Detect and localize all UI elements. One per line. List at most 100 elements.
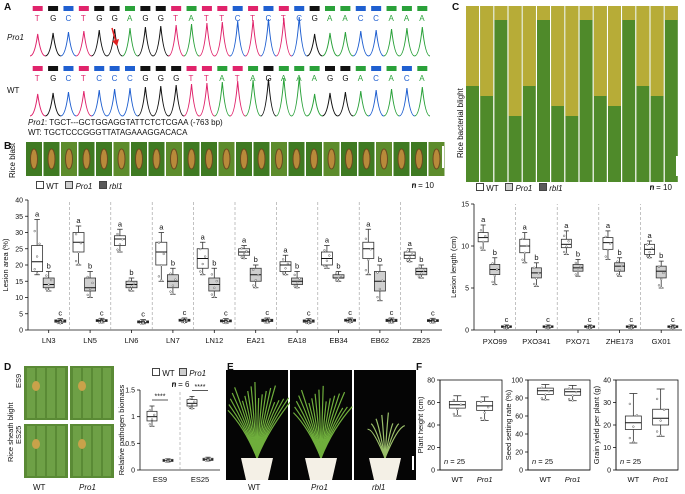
chart-b-LN5-rbl1-letter: c: [100, 308, 104, 317]
pro1-peak-17: [291, 16, 308, 57]
chart-c-ylabel: Lesion length (cm): [449, 236, 458, 298]
wt-base-23: A: [389, 74, 395, 83]
chart-c-PXO71-rbl1-point-0: [586, 326, 589, 330]
chart-c-ytick-label-3: 15: [461, 202, 469, 209]
chart-c-GX01-Pro1-point-2: [662, 271, 665, 275]
n-b: nn = 10: [411, 181, 434, 190]
chart-b-EA21-rbl1-point-2: [268, 318, 271, 322]
chart-b-LN6-Pro1-letter: b: [129, 268, 133, 277]
chart-b-EA21-WT-point-4: [242, 257, 246, 260]
blast-lesion-21: [397, 148, 406, 170]
chart-b-LN6-WT-point-3: [116, 232, 119, 236]
pro1-base-23: A: [389, 14, 395, 23]
wt-color-block-9: [171, 66, 182, 71]
wt-peak-0: [29, 93, 46, 117]
bb-scale-bar: [676, 156, 678, 176]
wt-color-block-8: [155, 66, 166, 71]
legend-b-wt: WT: [46, 182, 59, 191]
sheath-leaf-0-1-2: [93, 368, 101, 418]
plant-photos: [226, 370, 416, 480]
chart-f3-xtick-1: Pro1: [653, 475, 669, 484]
legend-d-pro1-swatch: [178, 368, 187, 376]
chart-b-xtick-4: LN12: [205, 336, 223, 345]
chart-b-LN6-rbl1-point-2: [144, 320, 147, 323]
chart-c-PXO341-Pro1-letter: b: [534, 253, 538, 262]
chart-b-LN12-WT-point-1: [201, 262, 204, 266]
chart-d-ES25-WT-point-3: [188, 397, 191, 401]
chart-b-EA21-rbl1-point-4: [266, 321, 269, 324]
chart-f2-ytick-label-2: 40: [515, 432, 523, 439]
chart-c-PXO341-rbl1-point-3: [544, 324, 547, 327]
chart-c-PXO341-Pro1-point-4: [535, 284, 538, 287]
legend-d-pro1: Pro1: [189, 369, 207, 378]
chart-b-LN3-WT-point-3: [33, 229, 36, 233]
chart-b-EA18-WT-point-1: [284, 267, 287, 270]
chart-c-xtick-2: PXO71: [566, 337, 590, 346]
pro1-color-block-9: [171, 6, 182, 11]
chart-d-ES25-WT-point-0: [188, 406, 191, 409]
chart-b-EA18-rbl1-point-0: [305, 321, 308, 325]
blast-lesion-4: [100, 148, 108, 170]
pro1-color-block-12: [217, 6, 228, 11]
chart-b-EB34-rbl1-letter: c: [348, 308, 352, 317]
chart-d-ytick-label-3: 1.5: [125, 388, 135, 395]
chart-b-LN12-rbl1-point-4: [224, 321, 228, 325]
chart-f3-xtick-0: WT: [628, 475, 640, 484]
chart-c-ZHE173-Pro1-point-3: [616, 260, 619, 263]
chart-b-EB62-rbl1-point-4: [390, 321, 393, 324]
pro1-peak-25: [414, 26, 430, 57]
pro1-color-block-7: [140, 6, 151, 11]
chart-c-PXO71-rbl1-point-3: [586, 324, 589, 327]
wt-color-block-15: [263, 66, 274, 71]
chart-b-EB62-WT-point-2: [369, 248, 372, 251]
sheath-leaf-1-0-3: [57, 426, 65, 476]
pro1-base-0: T: [35, 14, 40, 23]
wt-peak-12: [214, 81, 231, 117]
wt-base-13: T: [235, 74, 240, 83]
mutation-arrow-head: [112, 39, 119, 46]
chart-c-PXO71-Pro1-letter: b: [576, 249, 580, 258]
chart-b-EB34-Pro1-point-2: [339, 274, 343, 277]
chart-d-sig-0: ****: [155, 394, 166, 401]
pro1-peak-9: [168, 24, 185, 57]
pro1-peak-2: [60, 31, 77, 57]
wt-color-block-25: [417, 66, 428, 71]
plant-label-pro1: Pro1: [311, 483, 328, 492]
chart-b-LN5-WT-point-2: [79, 242, 83, 245]
chart-b-LN7-WT-point-1: [160, 264, 163, 267]
wt-peak-22: [368, 89, 385, 117]
chart-f2-Pro1-point-1: [571, 394, 574, 397]
chart-b-LN3-rbl1-point-3: [56, 318, 60, 321]
chart-c-GX01-Pro1-letter: b: [659, 251, 663, 260]
chart-b-EA21-Pro1-point-1: [254, 279, 257, 282]
wt-peak-24: [399, 87, 415, 117]
chart-b-LN12-rbl1-point-0: [222, 321, 225, 324]
sheath-leaf-0-0-0: [27, 368, 35, 418]
pro1-color-block-22: [371, 6, 382, 11]
bb-leaf-5: [537, 6, 550, 182]
chart-b-EB62-WT-box: [362, 241, 375, 259]
chart-c-GX01-Pro1-box: [655, 265, 667, 279]
pro1-base-24: A: [404, 14, 410, 23]
pro1-color-block-6: [125, 6, 135, 11]
wt-color-block-10: [186, 66, 197, 71]
chart-b-LN3-WT-point-4: [35, 272, 39, 275]
chart-f3-ylabel: Grain yield per plant (g): [592, 385, 601, 464]
chart-f3-Pro1-point-4: [659, 434, 662, 437]
wt-color-block-19: [325, 66, 335, 71]
chart-b-ZB25-rbl1-point-2: [434, 319, 437, 322]
chart-b-EB62-WT-point-1: [367, 258, 370, 261]
chart-c-GX01-rbl1-letter: c: [671, 315, 675, 324]
chart-f1-Pro1-point-1: [483, 411, 486, 414]
chart-f2-WT-point-4: [544, 398, 547, 401]
wt-color-block-17: [294, 66, 305, 71]
wt-peak-13: [229, 80, 246, 117]
plant-label-wt: WT: [248, 483, 261, 492]
chart-b-EB62-Pro1-point-4: [378, 298, 382, 302]
chart-b-EB34-Pro1-point-3: [334, 272, 338, 275]
sequence-pro1-line: Pro1: TGCT---GCTGGAGGTATTCTCTCGAA (-763 …: [28, 118, 223, 127]
chart-b-EB62-Pro1-point-1: [378, 287, 382, 291]
chart-c-xtick-0: PXO99: [483, 337, 507, 346]
legend-c-wt: WT: [486, 184, 499, 193]
chart-b-EA21-Pro1-point-0: [252, 284, 255, 287]
